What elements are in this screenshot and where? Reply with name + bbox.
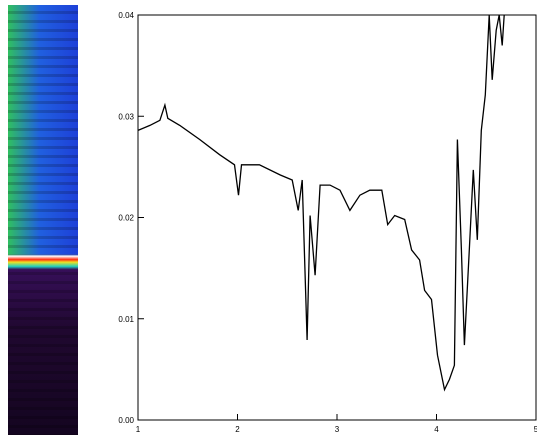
y-tick-label: 0.03 [118,112,134,121]
y-tick-label: 0.02 [118,214,134,223]
y-tick-label: 0.04 [118,11,134,20]
y-tick-label: 0.01 [118,315,134,324]
spectrogram-image [8,5,78,435]
y-tick-label: 0.00 [118,416,134,425]
x-tick-label: 3 [335,425,340,434]
x-tick-label: 5 [534,425,537,434]
x-tick-label: 2 [235,425,240,434]
x-tick-label: 1 [136,425,141,434]
data-line [137,14,505,392]
x-tick-label: 4 [434,425,439,434]
